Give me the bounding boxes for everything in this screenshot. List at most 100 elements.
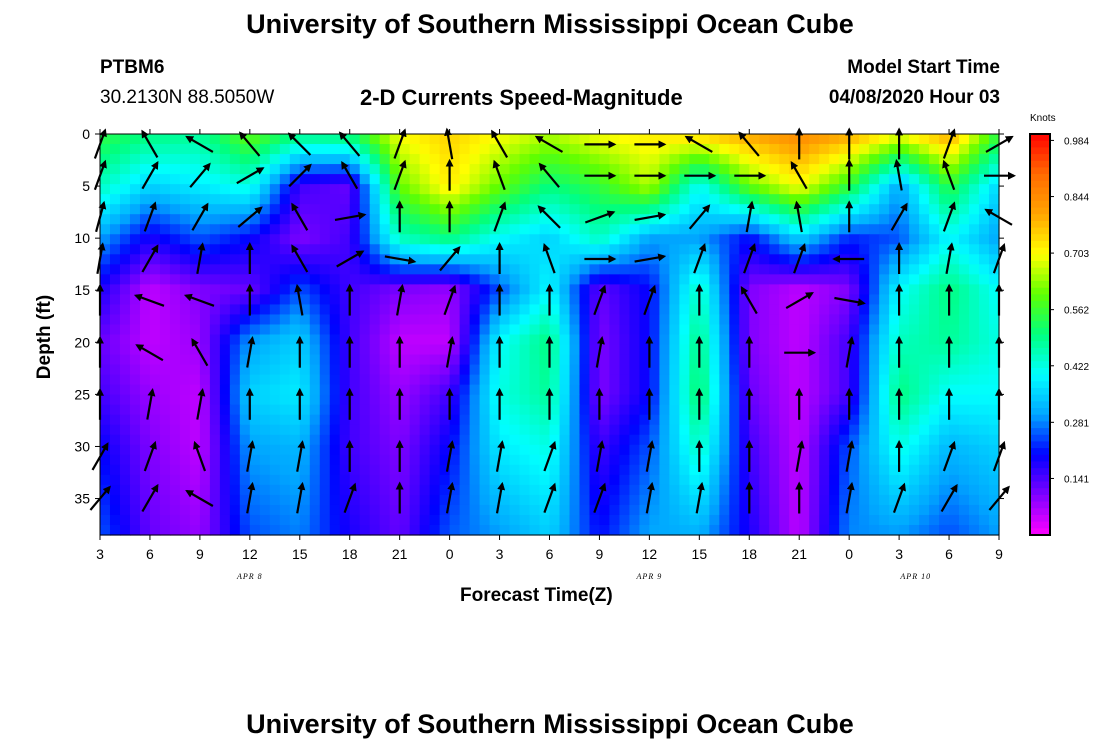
heatmap-cell [689,134,700,145]
heatmap-cell [159,424,171,436]
heatmap-cell [799,454,810,466]
heatmap-cell [839,144,850,155]
heatmap-cell [309,374,321,386]
heatmap-cell [529,464,541,476]
heatmap-cell [429,494,441,506]
heatmap-cell [189,144,201,155]
heatmap-cell [249,254,261,265]
heatmap-cell [229,384,241,396]
heatmap-cell [149,184,161,195]
heatmap-cell [459,154,471,165]
heatmap-cell [159,314,171,326]
heatmap-cell [499,474,511,486]
heatmap-cell [809,134,820,145]
heatmap-cell [549,444,561,456]
heatmap-cell [329,314,341,326]
heatmap-cell [129,284,141,296]
heatmap-cell [719,334,730,346]
heatmap-cell [529,254,541,265]
heatmap-cell [249,244,261,255]
heatmap-cell [729,524,740,536]
heatmap-cell [189,204,201,215]
heatmap-cell [339,324,351,336]
heatmap-cell [709,254,720,265]
heatmap-cell [949,304,960,316]
heatmap-cell [609,464,621,476]
heatmap-cell [949,384,960,396]
heatmap-cell [229,434,241,446]
heatmap-cell [949,134,960,145]
heatmap-cell [209,344,221,356]
heatmap-cell [619,264,631,275]
heatmap-cell [459,164,471,175]
heatmap-cell [519,264,531,275]
heatmap-cell [459,184,471,195]
heatmap-cell [329,484,341,496]
heatmap-cell [699,254,710,265]
heatmap-cell [859,174,870,185]
heatmap-cell [419,204,431,215]
heatmap-cell [229,414,241,426]
heatmap-cell [159,454,171,466]
heatmap-cell [949,314,960,326]
heatmap-cell [889,334,900,346]
heatmap-cell [729,394,740,406]
heatmap-cell [369,324,381,336]
heatmap-cell [289,154,301,165]
heatmap-cell [699,184,710,195]
heatmap-cell [819,174,830,185]
heatmap-cell [869,334,880,346]
colorbar-segment [1030,494,1050,503]
heatmap-cell [599,424,611,436]
heatmap-cell [519,384,531,396]
heatmap-cell [339,234,351,245]
heatmap-cell [429,404,441,416]
heatmap-cell [399,194,411,205]
heatmap-cell [909,224,920,235]
heatmap-cell [169,354,181,366]
colorbar-segment [1030,301,1050,309]
heatmap-cell [929,304,940,316]
heatmap-cell [459,484,471,496]
heatmap-cell [429,154,441,165]
colorbar-segment [1030,461,1050,469]
heatmap-cell [219,444,231,456]
heatmap-cell [599,384,611,396]
heatmap-cell [129,454,141,466]
heatmap-cell [679,484,690,496]
heatmap-cell [909,324,920,336]
heatmap-cell [349,254,361,265]
heatmap-cell [219,524,231,536]
heatmap-cell [869,264,880,275]
heatmap-cell [679,434,690,446]
heatmap-cell [179,354,191,366]
heatmap-cell [889,484,900,496]
colorbar-segment [1030,194,1050,202]
heatmap-cell [879,364,890,376]
heatmap-cell [279,174,291,185]
heatmap-cell [639,184,650,195]
heatmap-cell [739,344,750,356]
heatmap-cell [719,164,730,175]
heatmap-cell [899,324,910,336]
heatmap-cell [799,324,810,336]
heatmap-cell [519,274,531,285]
heatmap-cell [809,164,820,175]
heatmap-cell [829,454,840,466]
heatmap-cell [979,254,990,265]
heatmap-cell [839,264,850,275]
heatmap-cell [619,464,631,476]
heatmap-cell [359,374,371,386]
heatmap-cell [549,134,561,145]
heatmap-cell [689,274,700,285]
heatmap-cell [869,414,880,426]
heatmap-cell [759,504,770,516]
heatmap-cell [989,234,1000,245]
heatmap-cell [379,374,391,386]
heatmap-cell [959,194,970,205]
heatmap-cell [959,204,970,215]
heatmap-cell [419,354,431,366]
heatmap-cell [199,224,211,235]
heatmap-cell [499,274,511,285]
heatmap-cell [709,214,720,225]
